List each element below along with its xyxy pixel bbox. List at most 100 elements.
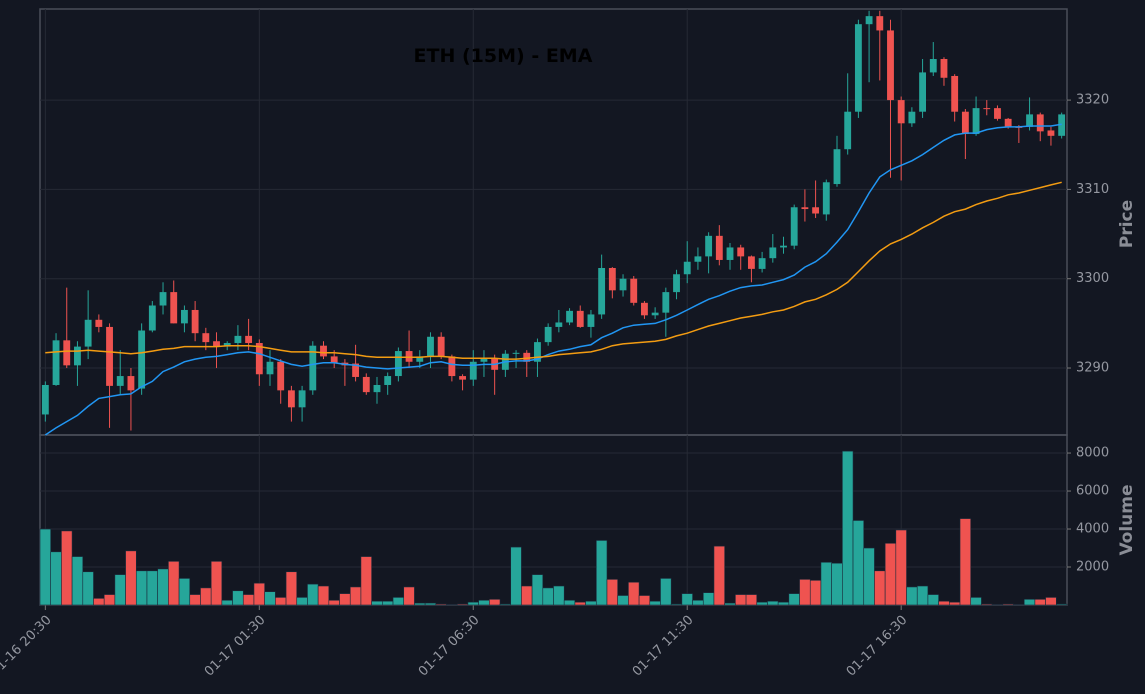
candle-body bbox=[983, 108, 991, 110]
candle-body bbox=[416, 356, 424, 362]
candle-body bbox=[63, 340, 71, 366]
candle-body bbox=[737, 247, 745, 257]
ema-line bbox=[44, 123, 1062, 436]
candle-body bbox=[320, 345, 327, 357]
volume-bar bbox=[542, 587, 554, 606]
candle-body bbox=[1026, 114, 1033, 127]
volume-bar bbox=[253, 582, 265, 606]
volume-bar bbox=[981, 603, 993, 606]
candle-body bbox=[191, 309, 199, 334]
volume-bar bbox=[392, 597, 405, 606]
candle-body bbox=[758, 258, 766, 269]
volume-bar bbox=[767, 600, 779, 606]
candle-body bbox=[747, 256, 755, 269]
y-tick-label: 8000 bbox=[1076, 446, 1109, 461]
volume-bar bbox=[777, 601, 790, 606]
volume-bar bbox=[852, 520, 865, 606]
volume-bar bbox=[1013, 604, 1025, 606]
volume-bar bbox=[670, 603, 683, 606]
candle-body bbox=[1036, 114, 1044, 132]
volume-bar bbox=[424, 602, 437, 606]
candle-body bbox=[394, 351, 402, 377]
volume-bar bbox=[927, 594, 939, 606]
y-tick-label: 6000 bbox=[1076, 484, 1109, 499]
candle-body bbox=[116, 376, 124, 386]
volume-bar bbox=[135, 570, 148, 606]
volume-bar bbox=[210, 561, 223, 606]
volume-bar bbox=[296, 597, 308, 606]
candle-body bbox=[694, 256, 702, 262]
candle-body bbox=[555, 322, 563, 327]
volume-bar bbox=[553, 585, 565, 606]
volume-bar bbox=[949, 601, 961, 606]
candle-body bbox=[844, 111, 852, 150]
volume-bar bbox=[842, 450, 854, 606]
candle-body bbox=[812, 207, 820, 214]
candle-body bbox=[854, 24, 862, 112]
candle-body bbox=[822, 182, 830, 215]
volume-bar bbox=[595, 540, 608, 606]
candle-body bbox=[587, 314, 595, 327]
candle-body bbox=[961, 111, 969, 135]
volume-bar bbox=[585, 600, 597, 606]
volume-bar bbox=[713, 545, 725, 606]
volume-bar bbox=[906, 586, 918, 606]
volume-bar bbox=[61, 530, 73, 606]
candle-body bbox=[95, 319, 103, 327]
y-tick-label: 2000 bbox=[1076, 560, 1109, 575]
volume-bar bbox=[328, 599, 340, 606]
volume-bar bbox=[200, 587, 212, 606]
volume-bar bbox=[874, 570, 886, 606]
volume-bar bbox=[499, 603, 512, 606]
candle-body bbox=[994, 108, 1001, 119]
candle-body bbox=[972, 108, 980, 135]
candle-body bbox=[865, 16, 873, 25]
ema-line bbox=[45, 181, 1062, 360]
y-axis-label: Price bbox=[1117, 200, 1137, 248]
candle-body bbox=[287, 390, 295, 408]
volume-bar bbox=[1034, 599, 1046, 606]
candle-body bbox=[662, 292, 670, 313]
candle-body bbox=[608, 267, 616, 291]
candle-body bbox=[726, 247, 734, 260]
candle-body bbox=[170, 292, 178, 324]
volume-bar bbox=[809, 580, 822, 606]
volume-bar bbox=[510, 546, 522, 606]
volume-bar bbox=[756, 601, 768, 606]
candle-body bbox=[127, 376, 135, 391]
volume-bar bbox=[735, 594, 747, 606]
chart-title: ETH (15M) - EMA bbox=[414, 45, 593, 67]
volume-bar bbox=[489, 599, 501, 606]
candle-body bbox=[459, 376, 466, 380]
candle-body bbox=[833, 149, 841, 185]
volume-bar bbox=[820, 561, 832, 606]
candle-body bbox=[598, 267, 606, 315]
volume-bar bbox=[681, 593, 693, 606]
volume-bar bbox=[991, 604, 1004, 606]
candle-body bbox=[769, 247, 777, 259]
candle-body bbox=[790, 207, 798, 246]
volume-bar bbox=[168, 561, 180, 606]
volume-bar bbox=[456, 603, 469, 606]
candle-body bbox=[469, 361, 477, 380]
volume-bar bbox=[71, 556, 84, 606]
candle-body bbox=[234, 335, 242, 344]
volume-bar bbox=[125, 550, 137, 606]
candle-body bbox=[887, 30, 894, 101]
candle-body bbox=[159, 292, 167, 306]
volume-bar bbox=[382, 600, 394, 606]
volume-bar bbox=[649, 600, 661, 606]
candle-body bbox=[523, 352, 531, 362]
volume-bar bbox=[339, 593, 351, 606]
candle-body bbox=[1047, 130, 1055, 136]
candle-body bbox=[352, 363, 360, 377]
volume-bar bbox=[863, 547, 875, 606]
candle-body bbox=[298, 390, 306, 408]
volume-bar bbox=[189, 594, 201, 606]
volume-bar bbox=[831, 562, 843, 606]
y-tick-label: 3320 bbox=[1076, 93, 1109, 108]
volume-bar bbox=[916, 585, 929, 606]
candle-body bbox=[266, 361, 274, 375]
candle-body bbox=[512, 352, 520, 354]
